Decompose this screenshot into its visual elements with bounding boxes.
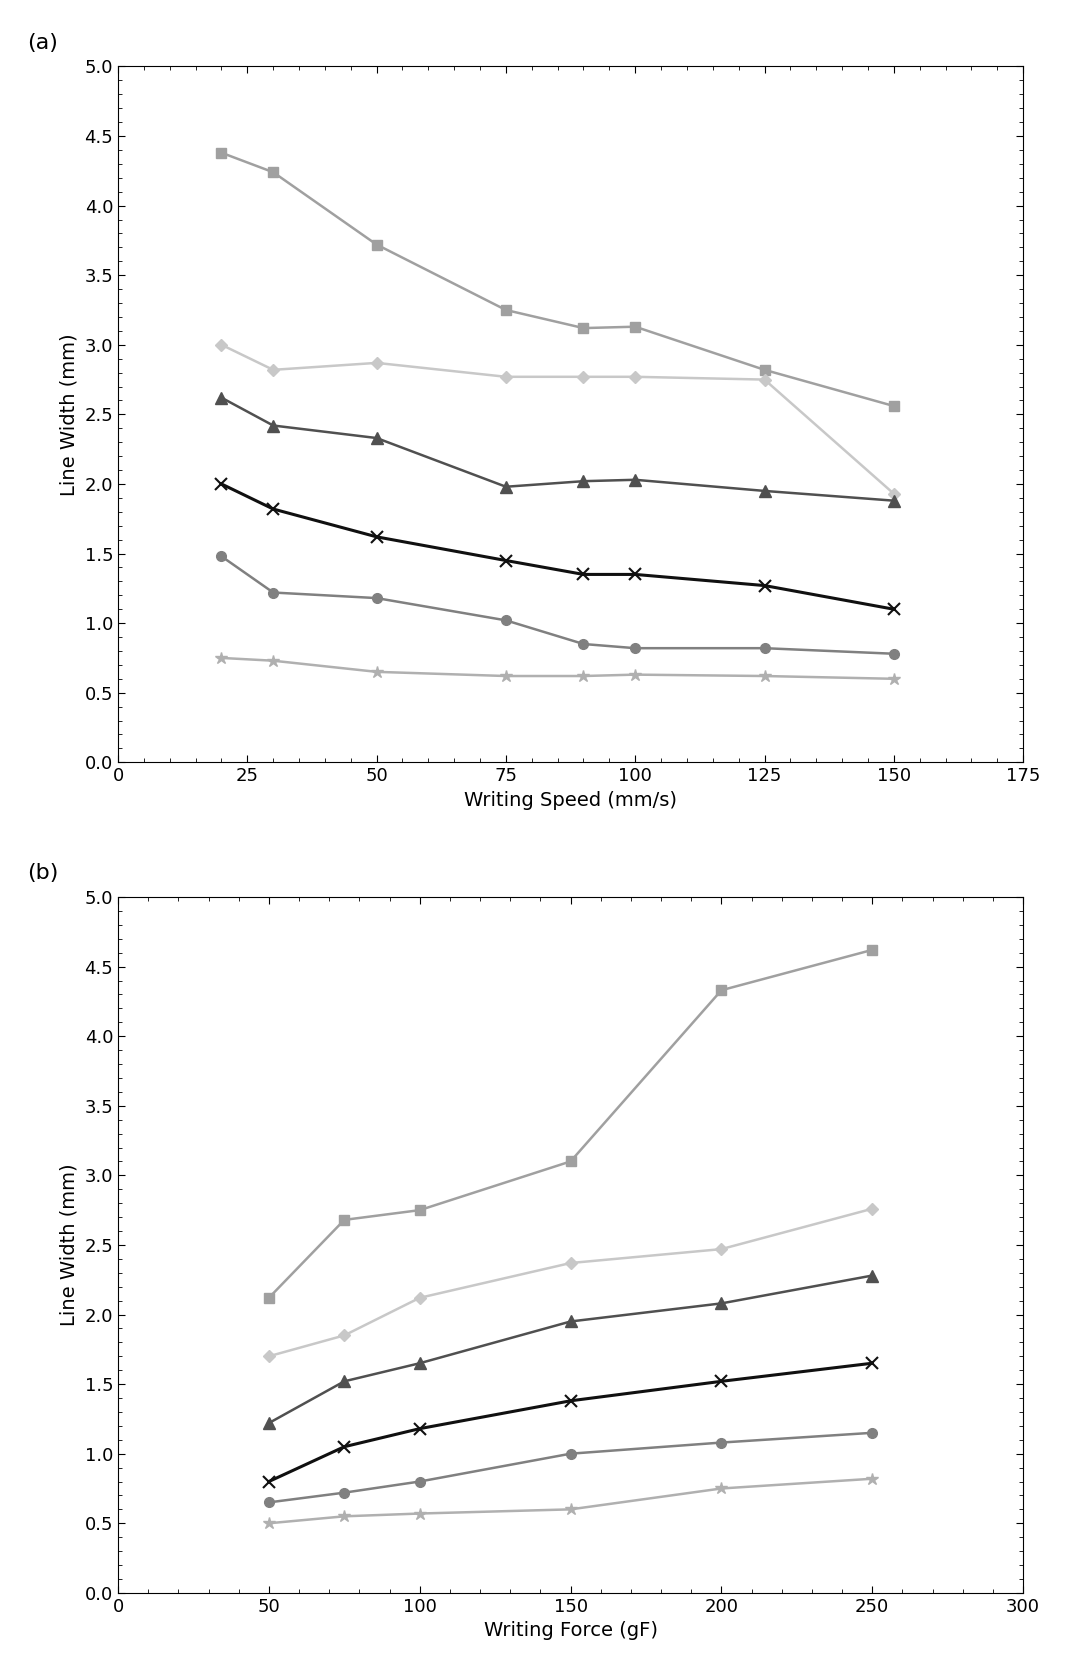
- Text: (b): (b): [28, 863, 59, 883]
- Y-axis label: Line Width (mm): Line Width (mm): [60, 1164, 78, 1327]
- Text: (a): (a): [28, 32, 58, 52]
- X-axis label: Writing Force (gF): Writing Force (gF): [484, 1621, 658, 1640]
- Y-axis label: Line Width (mm): Line Width (mm): [60, 333, 78, 496]
- X-axis label: Writing Speed (mm/s): Writing Speed (mm/s): [464, 791, 677, 809]
